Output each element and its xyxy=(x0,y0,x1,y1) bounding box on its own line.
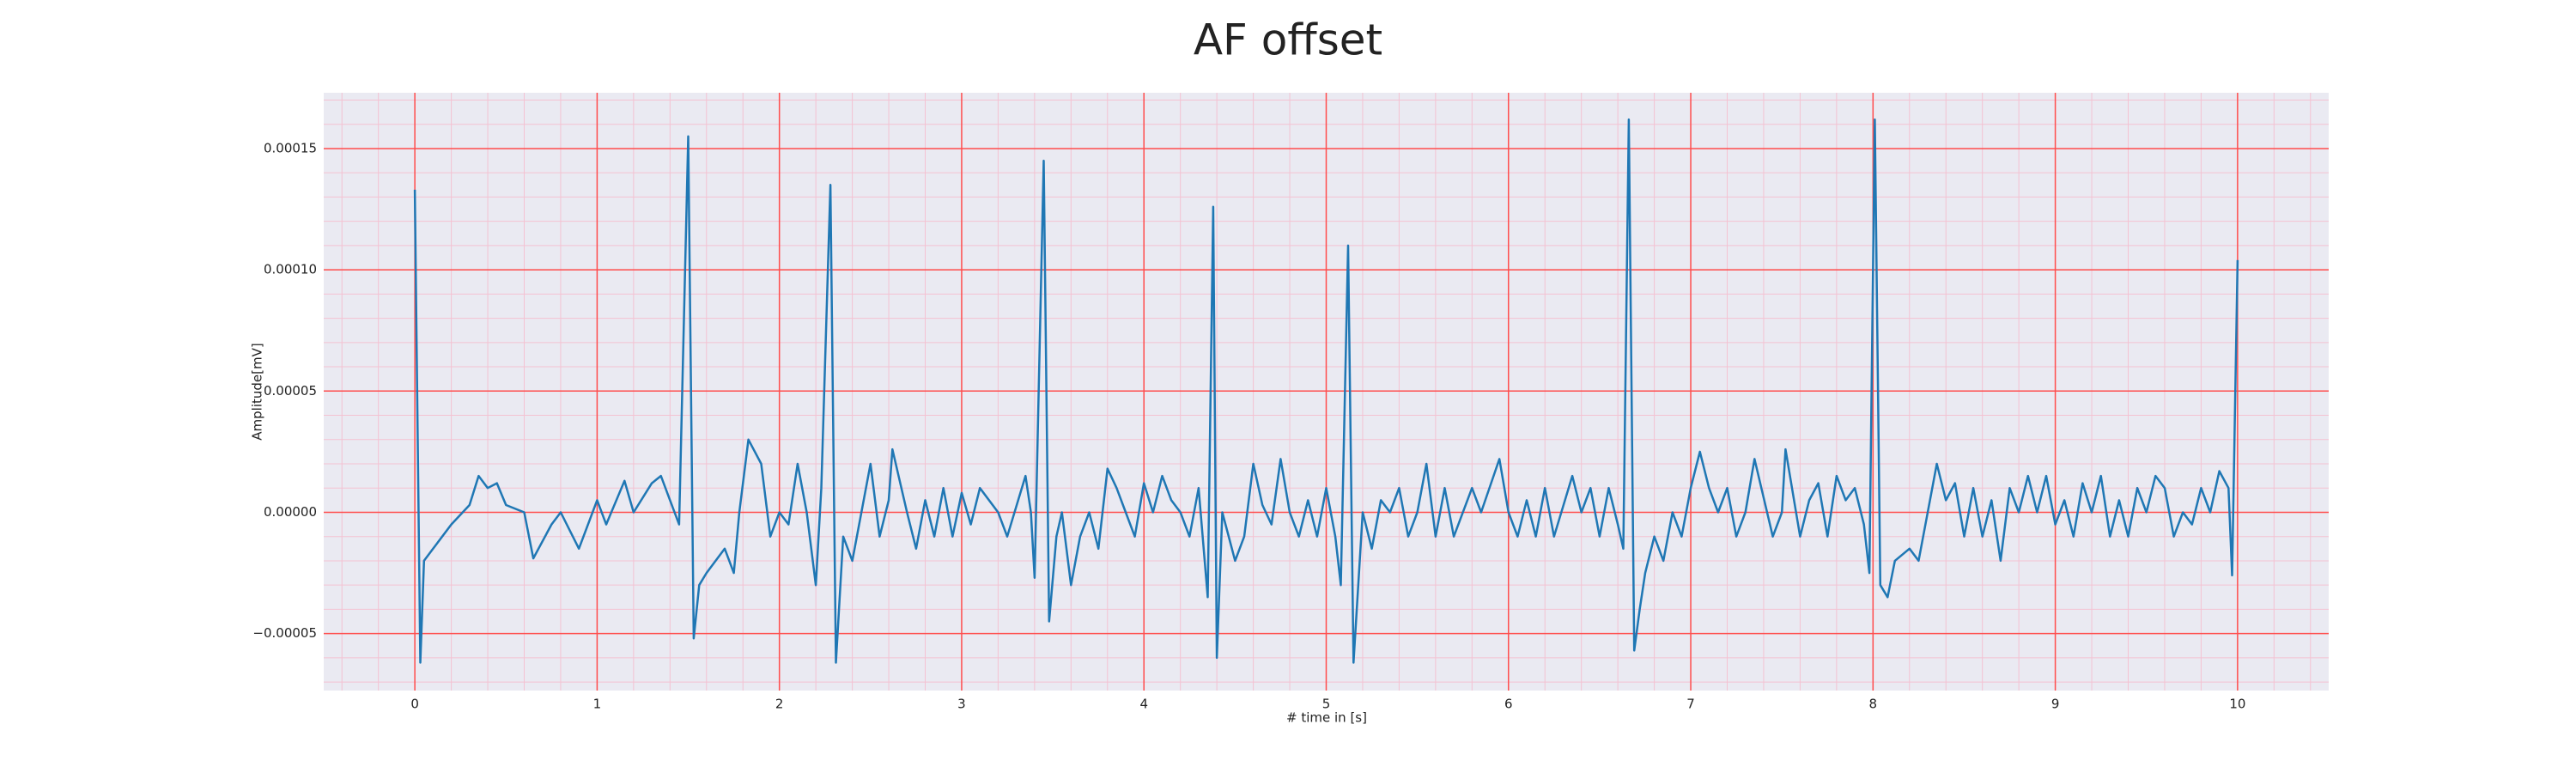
y-axis-label: Amplitude[mV] xyxy=(250,343,265,440)
y-tick-label: 0.00015 xyxy=(264,140,317,155)
x-tick-label: 8 xyxy=(1869,697,1878,712)
x-tick-label: 2 xyxy=(775,697,784,712)
x-axis-label: # time in [s] xyxy=(1286,710,1367,726)
x-tick-label: 7 xyxy=(1686,697,1695,712)
x-tick-label: 5 xyxy=(1322,697,1331,712)
y-tick-label: 0.00005 xyxy=(264,383,317,399)
y-tick-label: 0.00000 xyxy=(264,504,317,520)
x-tick-label: 0 xyxy=(410,697,419,712)
y-tick-label: −0.00005 xyxy=(252,625,317,641)
data-line xyxy=(413,118,2239,664)
x-tick-label: 4 xyxy=(1139,697,1148,712)
y-tick-label: 0.00010 xyxy=(264,262,317,277)
x-tick-label: 3 xyxy=(957,697,966,712)
x-tick-label: 10 xyxy=(2229,697,2245,712)
x-tick-label: 6 xyxy=(1504,697,1513,712)
x-tick-label: 9 xyxy=(2051,697,2060,712)
x-tick-label: 1 xyxy=(593,697,602,712)
chart-title: AF offset xyxy=(1194,15,1382,65)
